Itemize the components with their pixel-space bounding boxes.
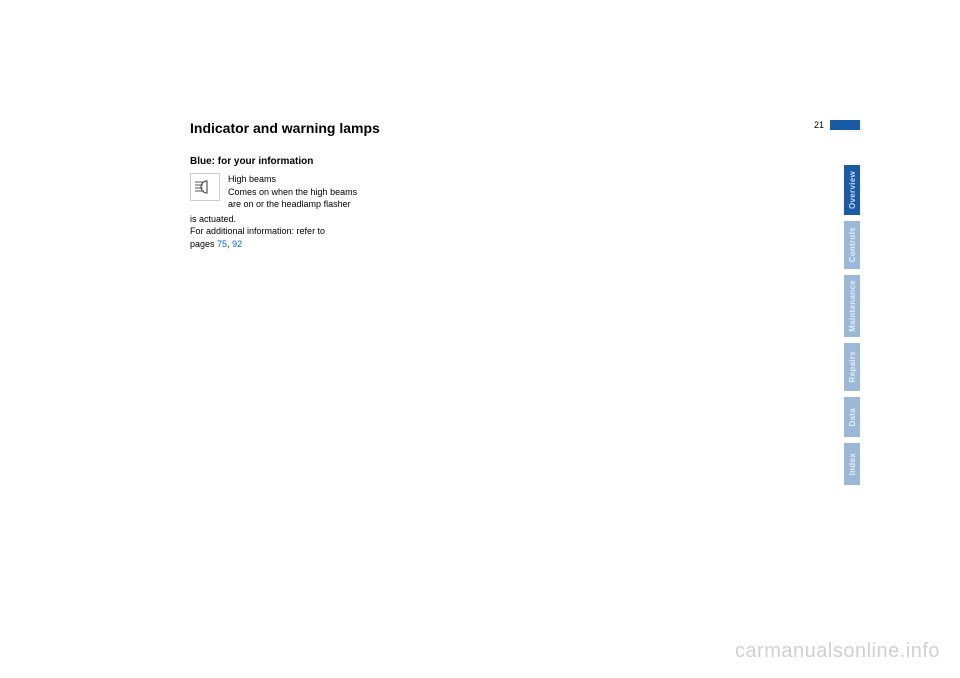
page-number: 21 — [814, 120, 824, 130]
icon-text-line3: are on or the headlamp flasher — [228, 199, 351, 209]
tab-overview-label: Overview — [848, 171, 857, 209]
tab-maintenance-label: Maintenance — [848, 280, 857, 332]
side-tabs: Overview Controls Maintenance Repairs Da… — [844, 165, 860, 485]
tab-index-label: Index — [848, 453, 857, 475]
cont-line3: pages — [190, 239, 217, 249]
tab-maintenance[interactable]: Maintenance — [844, 275, 860, 337]
continuation-text: is actuated. For additional information:… — [190, 213, 730, 251]
watermark: carmanualsonline.info — [735, 640, 940, 663]
icon-text-line1: High beams — [228, 174, 276, 184]
tab-controls[interactable]: Controls — [844, 221, 860, 269]
high-beam-icon — [190, 173, 220, 201]
cont-line1: is actuated. — [190, 214, 236, 224]
tab-controls-label: Controls — [848, 227, 857, 262]
indicator-block: High beams Comes on when the high beams … — [190, 173, 730, 211]
page-link-75[interactable]: 75 — [217, 239, 227, 249]
tab-data[interactable]: Data — [844, 397, 860, 437]
indicator-description: High beams Comes on when the high beams … — [228, 173, 357, 211]
page-content: Indicator and warning lamps Blue: for yo… — [190, 120, 730, 251]
page-number-area: 21 — [814, 120, 860, 130]
page-title: Indicator and warning lamps — [190, 120, 730, 136]
tab-overview[interactable]: Overview — [844, 165, 860, 215]
tab-data-label: Data — [848, 408, 857, 427]
section-subheading: Blue: for your information — [190, 156, 730, 167]
page-number-bar — [830, 120, 860, 130]
tab-repairs-label: Repairs — [848, 351, 857, 382]
icon-text-line2: Comes on when the high beams — [228, 187, 357, 197]
page-link-92[interactable]: 92 — [232, 239, 242, 249]
tab-repairs[interactable]: Repairs — [844, 343, 860, 391]
tab-index[interactable]: Index — [844, 443, 860, 485]
cont-line2: For additional information: refer to — [190, 226, 325, 236]
